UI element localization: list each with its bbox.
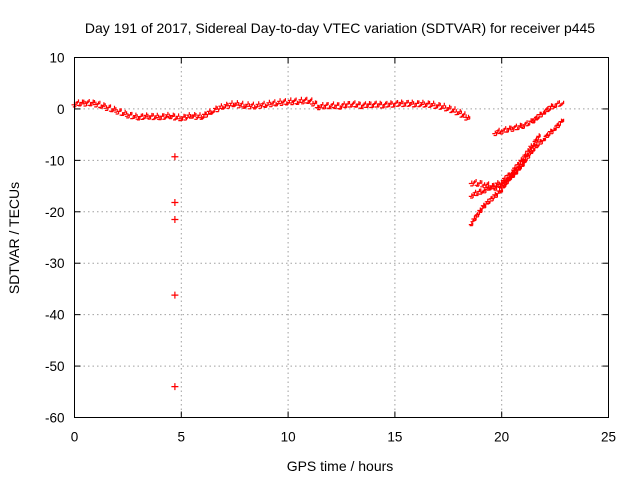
x-tick-label: 10 bbox=[281, 430, 296, 445]
outlier-point bbox=[171, 153, 179, 161]
data-points bbox=[468, 159, 526, 191]
y-tick-label: 10 bbox=[49, 51, 64, 66]
data-segment bbox=[71, 96, 471, 122]
x-tick-labels: 0 5 10 15 20 25 bbox=[71, 430, 616, 445]
y-tick-label: -30 bbox=[45, 256, 65, 271]
x-tick-label: 15 bbox=[387, 430, 402, 445]
outlier-point bbox=[171, 291, 179, 299]
x-tick-label: 20 bbox=[494, 430, 509, 445]
x-tick-label: 5 bbox=[178, 430, 186, 445]
x-tick-label: 25 bbox=[601, 430, 616, 445]
y-tick-label: 0 bbox=[57, 102, 65, 117]
y-tick-labels: 10 0 -10 -20 -30 -40 -50 -60 bbox=[45, 51, 65, 426]
y-tick-label: -20 bbox=[45, 205, 65, 220]
data-points bbox=[492, 100, 565, 137]
y-axis-label: SDTVAR / TECUs bbox=[6, 182, 22, 294]
data-segment bbox=[468, 159, 526, 191]
data-points bbox=[71, 96, 471, 122]
outlier-point bbox=[171, 383, 179, 391]
plot-frame bbox=[74, 57, 609, 418]
x-tick-label: 0 bbox=[71, 430, 79, 445]
outlier-point bbox=[171, 216, 179, 223]
y-tick-label: -60 bbox=[45, 411, 65, 426]
chart-title: Day 191 of 2017, Sidereal Day-to-day VTE… bbox=[85, 20, 595, 36]
y-tick-label: -50 bbox=[45, 359, 65, 374]
data-segment bbox=[492, 100, 565, 137]
grid-lines bbox=[74, 57, 609, 418]
y-tick-label: -40 bbox=[45, 308, 65, 323]
data-series-sdtvar bbox=[71, 96, 565, 391]
y-tick-label: -10 bbox=[45, 153, 65, 168]
x-axis-label: GPS time / hours bbox=[287, 458, 394, 474]
outlier-point bbox=[171, 199, 179, 207]
